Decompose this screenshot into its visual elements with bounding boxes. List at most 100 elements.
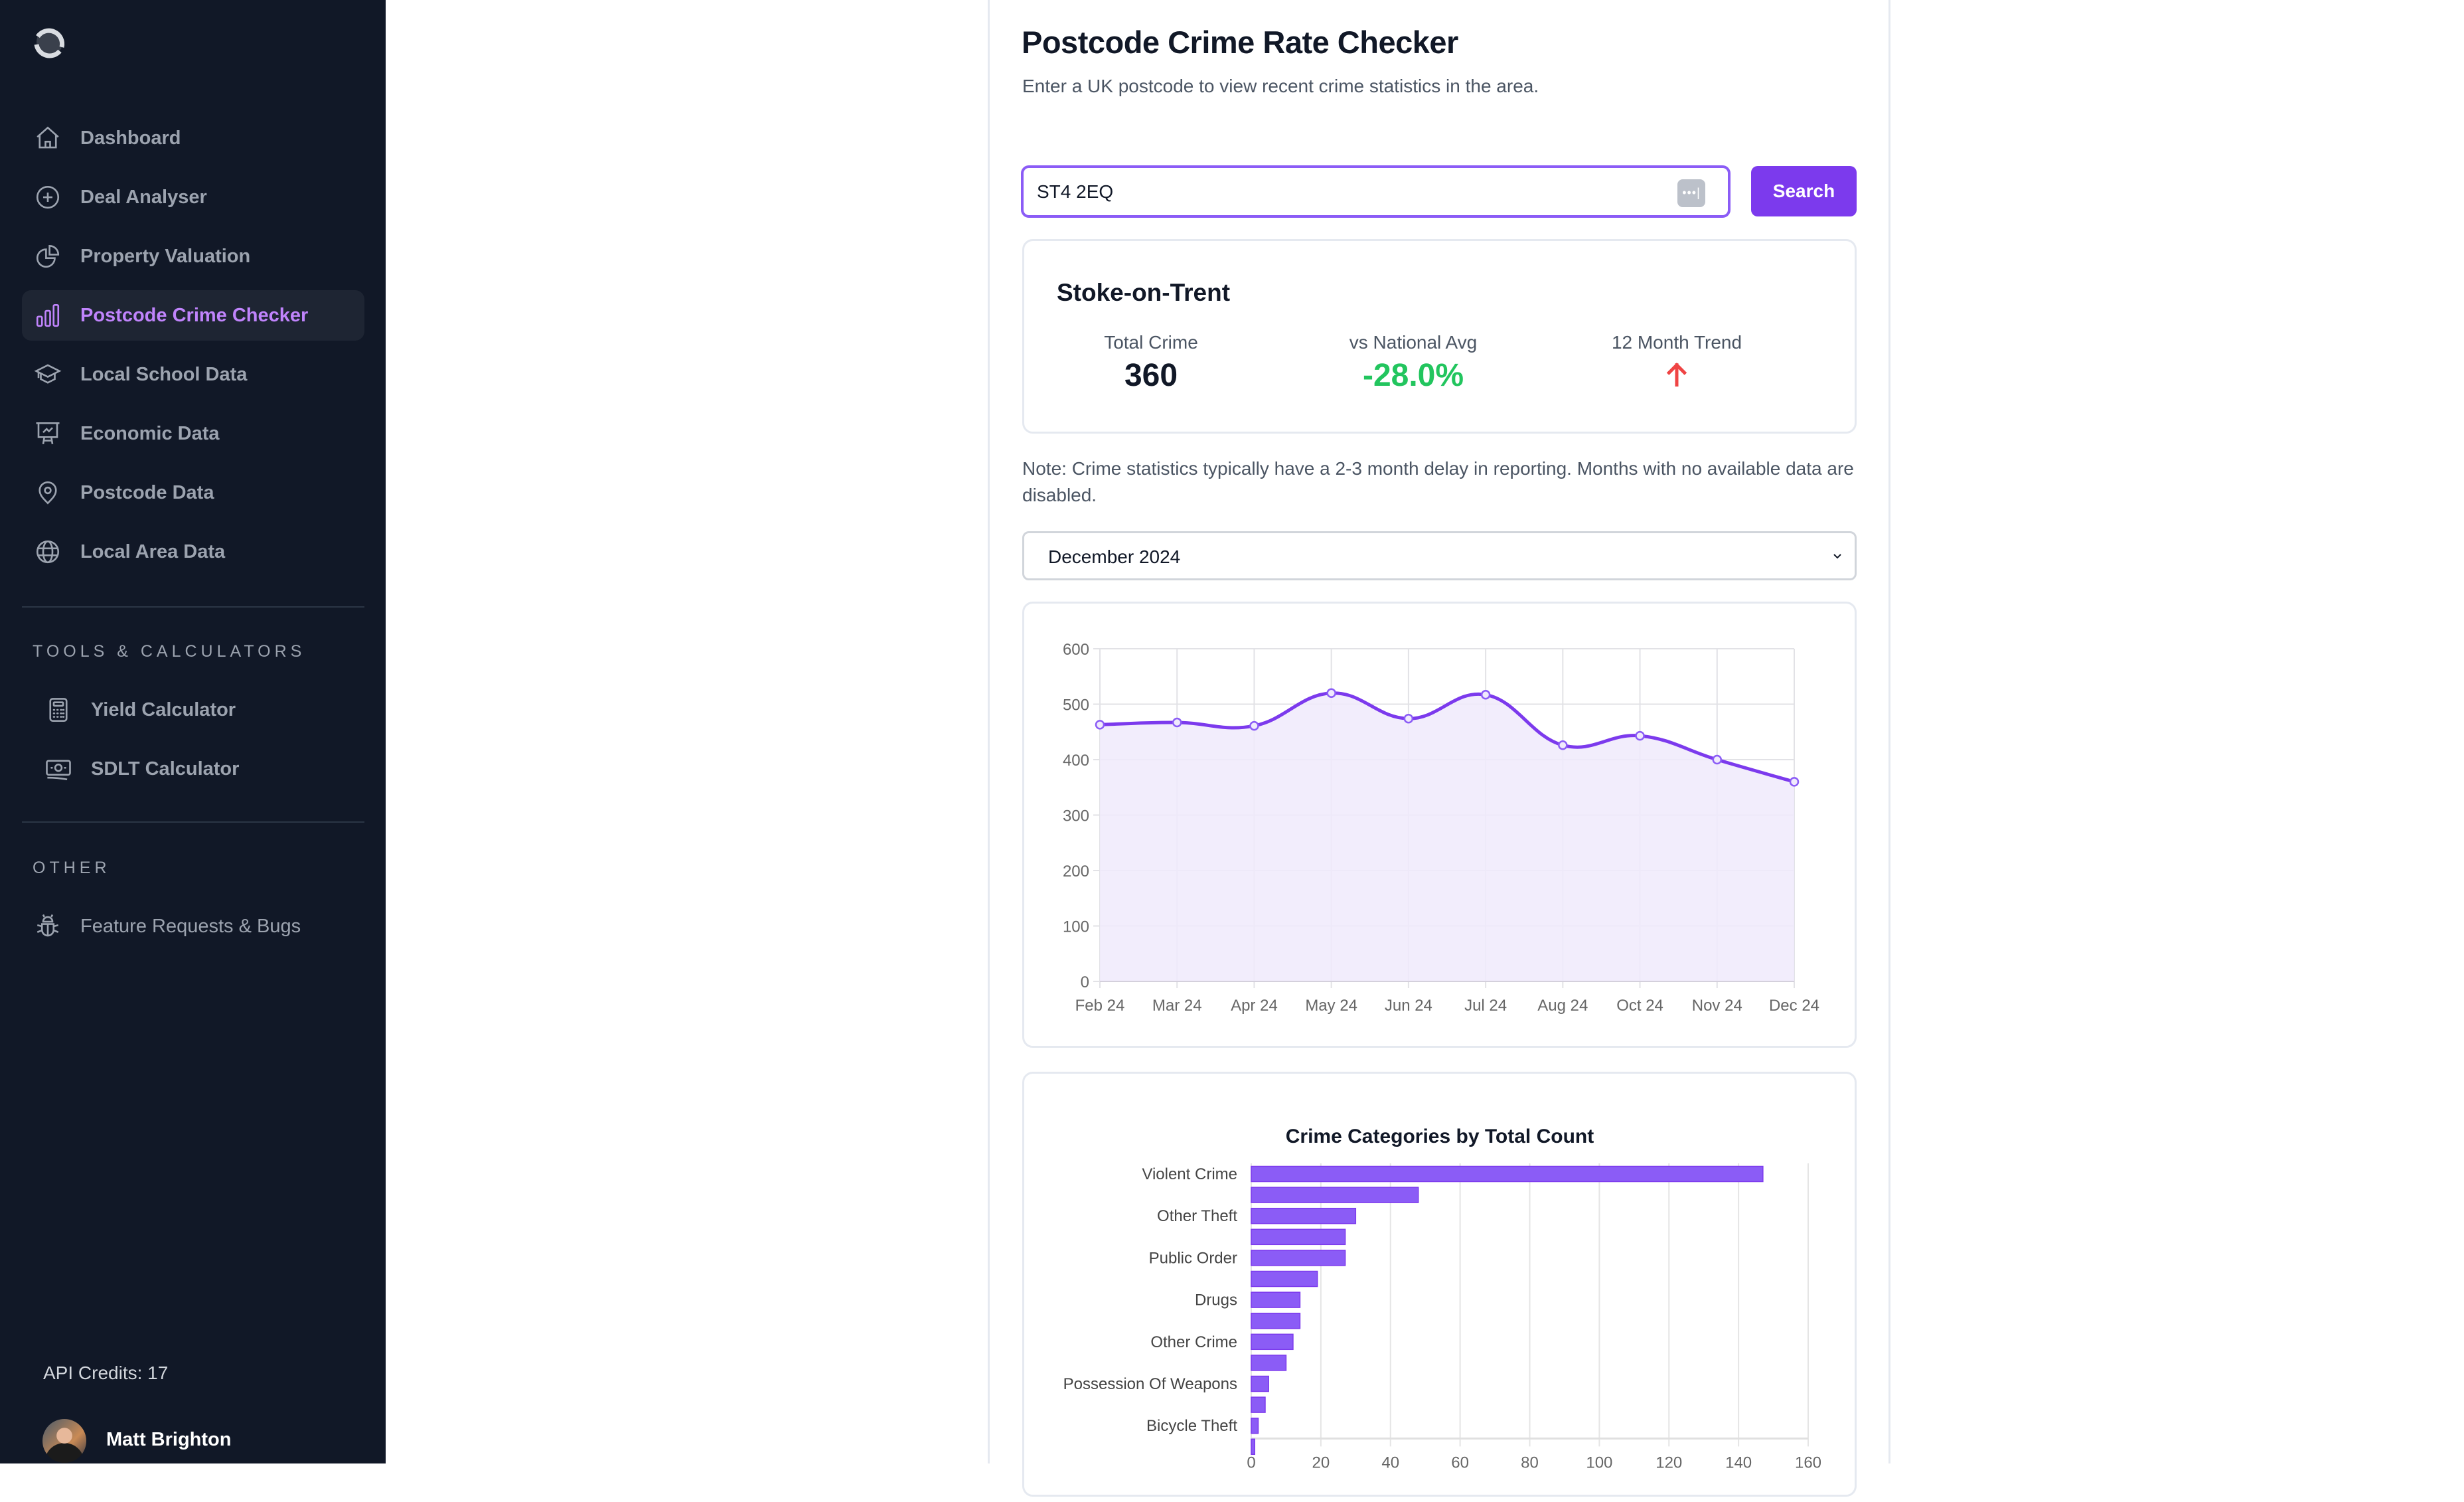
- x-tick-label: 100: [1586, 1454, 1612, 1471]
- sidebar-item-local-area-data[interactable]: Local Area Data: [22, 527, 364, 577]
- api-credits: API Credits: 17: [43, 1363, 169, 1383]
- graduation-cap-icon: [34, 364, 62, 384]
- app-logo[interactable]: [33, 25, 67, 59]
- y-tick-label: Drugs: [1195, 1292, 1237, 1309]
- postcode-input[interactable]: [1037, 168, 1667, 215]
- x-tick-label: 140: [1725, 1454, 1752, 1471]
- x-tick-label: Jul 24: [1464, 997, 1507, 1015]
- area-fill: [1100, 693, 1794, 981]
- data-point: [1095, 720, 1105, 730]
- sidebar-item-label: Feature Requests & Bugs: [80, 915, 301, 937]
- y-tick-label: 0: [1081, 973, 1089, 991]
- stat-label: vs National Avg: [1349, 332, 1478, 353]
- chevron-down-icon: [1833, 554, 1841, 559]
- sidebar-item-yield-calculator[interactable]: Yield Calculator: [22, 685, 364, 735]
- sidebar-item-local-school-data[interactable]: Local School Data: [22, 349, 364, 400]
- sidebar-item-deal-analyser[interactable]: Deal Analyser: [22, 172, 364, 222]
- stat-value: 360: [1124, 358, 1178, 393]
- bar: [1251, 1250, 1346, 1266]
- month-select[interactable]: December 2024: [1022, 531, 1857, 580]
- y-tick-label: Possession Of Weapons: [1063, 1375, 1237, 1393]
- bar: [1251, 1165, 1764, 1183]
- presentation-chart-icon: [36, 422, 60, 444]
- stat-total-crime: Total Crime 360: [1025, 332, 1277, 394]
- y-tick-label: 200: [1063, 863, 1089, 880]
- y-tick-label: 600: [1063, 641, 1089, 659]
- bar: [1251, 1417, 1259, 1434]
- sidebar: Dashboard Deal Analyser Property Valuati…: [0, 0, 386, 1463]
- page-title: Postcode Crime Rate Checker: [1022, 25, 1458, 60]
- sidebar-item-label: Postcode Data: [80, 481, 214, 503]
- sidebar-item-postcode-data[interactable]: Postcode Data: [22, 467, 364, 518]
- avatar[interactable]: [42, 1419, 86, 1463]
- sidebar-item-sdlt-calculator[interactable]: SDLT Calculator: [22, 744, 364, 794]
- sidebar-divider: [22, 821, 364, 823]
- y-tick-label: Other Crime: [1150, 1333, 1237, 1351]
- sidebar-divider: [22, 606, 364, 608]
- y-tick-label: 100: [1063, 918, 1089, 936]
- map-pin-icon: [38, 481, 57, 505]
- x-tick-label: Aug 24: [1537, 997, 1588, 1015]
- sidebar-item-label: Local School Data: [80, 363, 248, 385]
- tools-section-title: TOOLS & CALCULATORS: [33, 642, 306, 661]
- stat-value: -28.0%: [1362, 358, 1464, 393]
- x-tick-label: Feb 24: [1075, 997, 1125, 1015]
- x-tick-label: 60: [1451, 1454, 1469, 1471]
- home-icon: [37, 126, 59, 149]
- sidebar-item-label: Local Area Data: [80, 541, 226, 562]
- line-chart-card: 0 100 200 300 400 500 600 Feb 24 Mar 24 Apr 24 May…: [1022, 602, 1857, 1048]
- sidebar-item-postcode-crime-checker[interactable]: Postcode Crime Checker: [22, 290, 364, 341]
- bug-icon: [37, 914, 59, 937]
- x-tick-label: 80: [1521, 1454, 1539, 1471]
- data-delay-note: Note: Crime statistics typically have a …: [1022, 458, 1854, 505]
- bar: [1251, 1187, 1419, 1203]
- series-line: [1099, 691, 1795, 784]
- other-section-title: OTHER: [33, 859, 111, 877]
- sidebar-item-label: Economic Data: [80, 422, 220, 444]
- banknote-icon: [46, 760, 71, 781]
- sidebar-item-label: SDLT Calculator: [91, 758, 240, 780]
- y-tick-label: Violent Crime: [1142, 1165, 1237, 1183]
- stat-national-avg: vs National Avg -28.0%: [1287, 332, 1539, 394]
- pie-chart-icon: [36, 244, 60, 268]
- crime-categories-bar-chart: Crime Categories by Total Count 0 20 40 60 80…: [1063, 1126, 1821, 1471]
- x-tick-label: 20: [1312, 1454, 1330, 1471]
- data-point: [1558, 740, 1568, 750]
- data-point: [1480, 690, 1491, 700]
- x-tick-label: Apr 24: [1231, 997, 1278, 1015]
- month-select-value: December 2024: [1048, 546, 1181, 567]
- password-manager-icon[interactable]: •••|: [1677, 179, 1705, 207]
- area-name: Stoke-on-Trent: [1057, 279, 1231, 306]
- sidebar-item-feature-requests[interactable]: Feature Requests & Bugs: [22, 901, 364, 952]
- page-subtitle: Enter a UK postcode to view recent crime…: [1022, 76, 1539, 96]
- crime-trend-line-chart: 0 100 200 300 400 500 600 Feb 24 Mar 24 Apr 24 May…: [1063, 641, 1819, 1015]
- sidebar-item-label: Postcode Crime Checker: [80, 304, 309, 326]
- data-point: [1172, 717, 1182, 728]
- x-tick-label: Nov 24: [1692, 997, 1742, 1015]
- stat-label: 12 Month Trend: [1611, 332, 1742, 353]
- postcode-input-wrapper: •••|: [1021, 165, 1731, 218]
- stat-label: Total Crime: [1104, 332, 1198, 353]
- sidebar-item-label: Deal Analyser: [80, 186, 207, 208]
- y-tick-label: Other Theft: [1157, 1207, 1237, 1225]
- sidebar-item-property-valuation[interactable]: Property Valuation: [22, 231, 364, 282]
- bar: [1251, 1292, 1301, 1308]
- sidebar-item-dashboard[interactable]: Dashboard: [22, 113, 364, 163]
- data-point: [1326, 688, 1336, 699]
- user-name[interactable]: Matt Brighton: [106, 1429, 232, 1450]
- bar-chart-card: Crime Categories by Total Count 0 20 40 60 80…: [1022, 1072, 1857, 1497]
- bar: [1251, 1312, 1301, 1329]
- x-tick-label: 120: [1656, 1454, 1682, 1471]
- x-tick-label: 40: [1381, 1454, 1399, 1471]
- data-point: [1789, 777, 1800, 787]
- y-tick-label: 400: [1063, 752, 1089, 770]
- bar: [1251, 1396, 1266, 1413]
- x-tick-label: Jun 24: [1385, 997, 1432, 1015]
- sidebar-item-label: Yield Calculator: [91, 699, 236, 720]
- search-button[interactable]: Search: [1751, 166, 1857, 216]
- sidebar-item-economic-data[interactable]: Economic Data: [22, 408, 364, 459]
- bar: [1251, 1228, 1346, 1246]
- bar-chart-icon: [36, 303, 60, 327]
- bar: [1251, 1355, 1287, 1371]
- bar: [1251, 1207, 1357, 1224]
